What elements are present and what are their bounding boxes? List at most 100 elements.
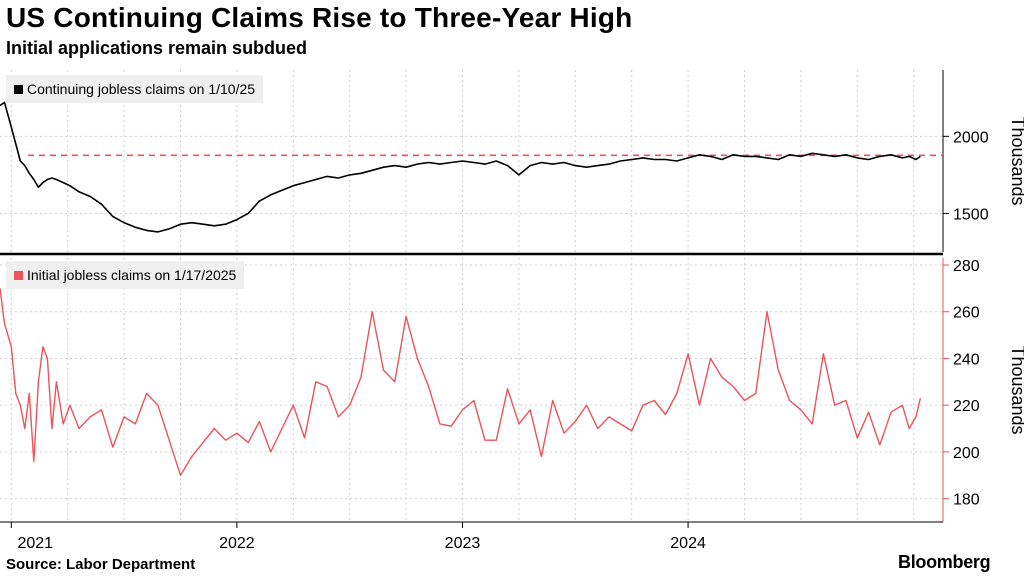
data-point-initial — [225, 440, 226, 441]
data-point-continuing — [225, 224, 226, 225]
data-point-initial — [710, 358, 711, 359]
legend-swatch-initial — [14, 271, 23, 280]
data-point-initial — [665, 414, 666, 415]
data-point-initial — [383, 370, 384, 371]
data-point-initial — [688, 353, 689, 354]
data-point-initial — [281, 428, 282, 429]
data-point-initial — [11, 346, 12, 347]
data-point-initial — [834, 405, 835, 406]
data-point-continuing — [428, 162, 429, 163]
series-line-continuing — [0, 101, 921, 233]
data-point-continuing — [812, 153, 813, 154]
data-point-initial — [484, 440, 485, 441]
data-point-initial — [394, 381, 395, 382]
data-point-continuing — [38, 187, 39, 188]
x-tick-label: 2022 — [219, 535, 255, 552]
data-point-continuing — [202, 224, 203, 225]
data-point-initial — [563, 433, 564, 434]
data-point-initial — [915, 416, 916, 417]
data-point-initial — [766, 311, 767, 312]
data-point-continuing — [496, 160, 497, 161]
data-point-continuing — [417, 164, 418, 165]
data-point-initial — [778, 370, 779, 371]
data-point-initial — [15, 393, 16, 394]
data-point-initial — [214, 428, 215, 429]
data-point-continuing — [909, 156, 910, 157]
data-point-initial — [699, 405, 700, 406]
data-point-initial — [157, 405, 158, 406]
y-tick-label-initial: 280 — [953, 258, 980, 275]
data-point-continuing — [823, 154, 824, 155]
data-point-initial — [530, 409, 531, 410]
y-tick-label-initial: 240 — [953, 351, 980, 368]
data-point-initial — [631, 430, 632, 431]
data-point-continuing — [857, 157, 858, 158]
data-point-continuing — [868, 159, 869, 160]
data-point-continuing — [304, 182, 305, 183]
data-point-continuing — [157, 231, 158, 232]
data-point-initial — [236, 433, 237, 434]
data-point-continuing — [451, 162, 452, 163]
data-point-initial — [406, 316, 407, 317]
data-point-initial — [845, 400, 846, 401]
data-point-continuing — [654, 159, 655, 160]
data-point-initial — [857, 437, 858, 438]
data-point-continuing — [101, 204, 102, 205]
data-point-initial — [920, 398, 921, 399]
data-point-initial — [38, 381, 39, 382]
legend-initial: Initial jobless claims on 1/17/2025 — [6, 261, 245, 289]
data-point-continuing — [338, 177, 339, 178]
data-point-initial — [90, 416, 91, 417]
data-point-initial — [349, 405, 350, 406]
x-tick-label: 2024 — [670, 535, 706, 552]
data-point-continuing — [47, 179, 48, 180]
brand-logo: Bloomberg — [898, 552, 991, 572]
data-point-initial — [146, 393, 147, 394]
data-point-continuing — [24, 165, 25, 166]
x-tick-label: 2023 — [445, 535, 481, 552]
legend-label-initial: Initial jobless claims on 1/17/2025 — [27, 267, 237, 283]
data-point-initial — [248, 442, 249, 443]
data-point-continuing — [360, 173, 361, 174]
y-tick-label-initial: 180 — [953, 492, 980, 509]
data-point-initial — [315, 381, 316, 382]
data-point-initial — [56, 381, 57, 382]
data-point-continuing — [721, 159, 722, 160]
data-point-continuing — [834, 156, 835, 157]
data-point-initial — [597, 428, 598, 429]
y-tick-label-initial: 260 — [953, 305, 980, 322]
data-point-continuing — [90, 196, 91, 197]
data-point-continuing — [530, 165, 531, 166]
data-point-continuing — [214, 225, 215, 226]
data-point-initial — [169, 440, 170, 441]
data-point-initial — [78, 428, 79, 429]
data-point-initial — [20, 405, 21, 406]
data-point-initial — [879, 444, 880, 445]
data-point-continuing — [631, 159, 632, 160]
data-point-initial — [642, 405, 643, 406]
data-point-initial — [518, 423, 519, 424]
chart-subtitle: Initial applications remain subdued — [6, 38, 308, 58]
data-point-initial — [428, 386, 429, 387]
data-point-initial — [69, 405, 70, 406]
data-point-initial — [259, 421, 260, 422]
data-point-continuing — [236, 219, 237, 220]
data-point-initial — [789, 400, 790, 401]
data-point-continuing — [259, 201, 260, 202]
data-point-initial — [891, 412, 892, 413]
data-point-initial — [721, 377, 722, 378]
chart-title: US Continuing Claims Rise to Three-Year … — [6, 2, 633, 33]
legend-label-continuing: Continuing jobless claims on 1/10/25 — [27, 81, 256, 97]
data-point-initial — [202, 442, 203, 443]
data-point-initial — [270, 451, 271, 452]
data-point-continuing — [15, 143, 16, 144]
y-tick-label-continuing: 1500 — [953, 206, 989, 223]
data-point-initial — [755, 393, 756, 394]
y-tick-label-initial: 200 — [953, 445, 980, 462]
data-point-initial — [473, 400, 474, 401]
data-point-continuing — [915, 159, 916, 160]
y-tick-label-initial: 220 — [953, 398, 980, 415]
data-point-initial — [909, 428, 910, 429]
data-point-continuing — [766, 157, 767, 158]
data-point-initial — [902, 405, 903, 406]
